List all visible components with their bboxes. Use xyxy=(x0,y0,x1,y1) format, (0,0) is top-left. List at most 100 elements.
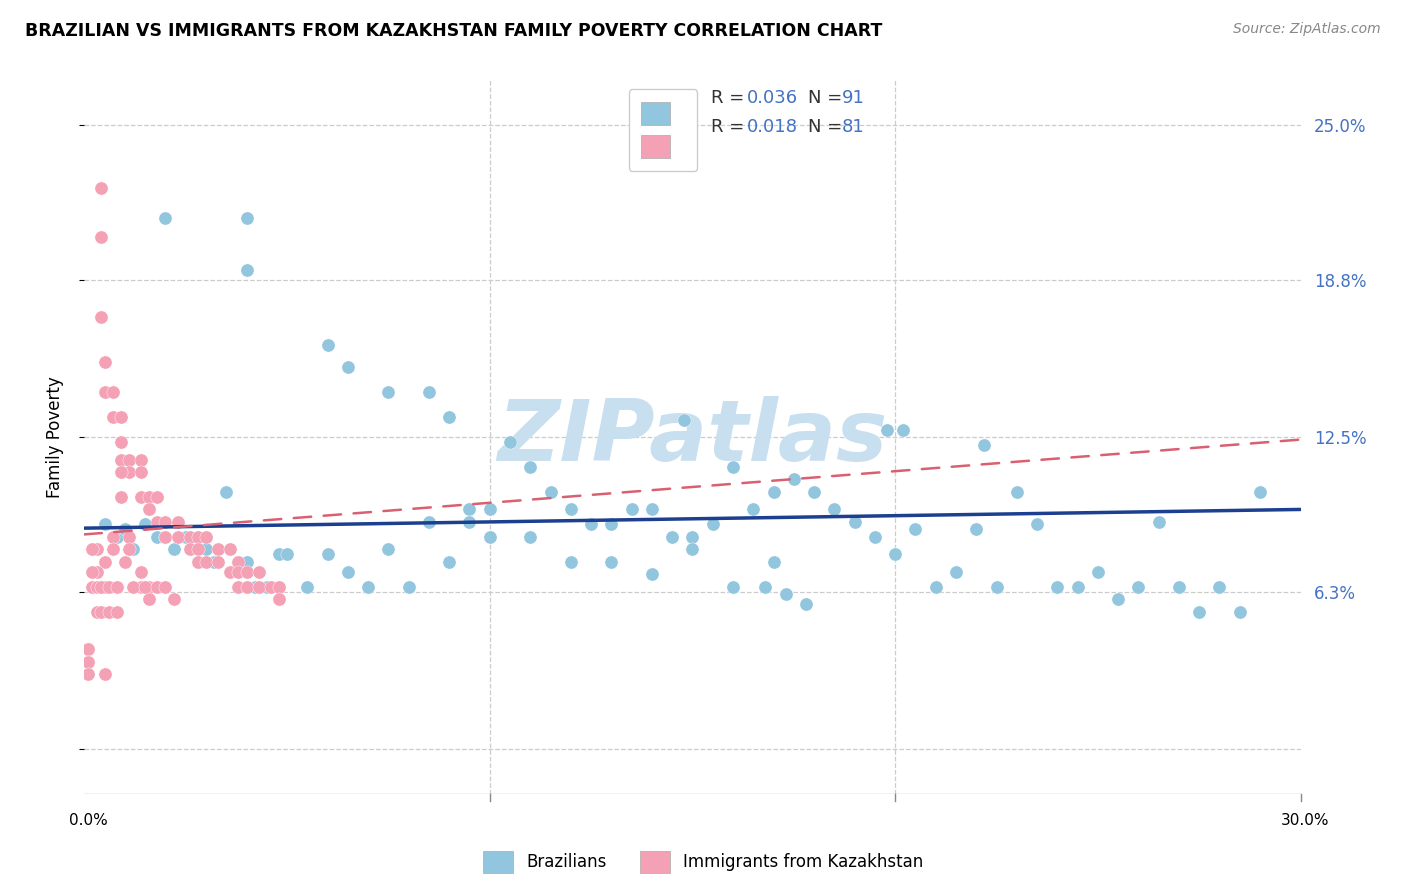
Point xyxy=(823,502,845,516)
Point xyxy=(986,580,1008,594)
Point xyxy=(762,485,785,500)
Point xyxy=(1026,517,1049,532)
Point xyxy=(478,530,501,544)
Point xyxy=(77,642,100,657)
Point xyxy=(129,465,152,479)
Text: 0.036: 0.036 xyxy=(747,89,799,107)
Point xyxy=(1046,580,1069,594)
Point xyxy=(1208,580,1230,594)
Point xyxy=(1229,605,1251,619)
Point xyxy=(187,542,209,557)
Point xyxy=(90,605,112,619)
Point xyxy=(114,555,136,569)
Point xyxy=(641,567,664,582)
Point xyxy=(876,423,898,437)
Point xyxy=(93,385,115,400)
Point xyxy=(90,310,112,325)
Point xyxy=(478,502,501,516)
Point xyxy=(105,530,128,544)
Point xyxy=(179,542,201,557)
Point xyxy=(219,565,242,579)
Point xyxy=(86,580,108,594)
Point xyxy=(129,452,152,467)
Point xyxy=(316,338,339,352)
Text: ZIPatlas: ZIPatlas xyxy=(498,395,887,479)
Point xyxy=(228,580,250,594)
Point xyxy=(783,473,806,487)
Point xyxy=(1249,485,1271,500)
Point xyxy=(721,580,744,594)
Point xyxy=(620,502,643,516)
Point xyxy=(195,555,218,569)
Point xyxy=(336,565,359,579)
Point xyxy=(377,542,399,557)
Point xyxy=(134,580,156,594)
Point xyxy=(162,542,184,557)
Point xyxy=(179,530,201,544)
Legend: Brazilians, Immigrants from Kazakhstan: Brazilians, Immigrants from Kazakhstan xyxy=(477,845,929,880)
Point xyxy=(904,522,927,536)
Point xyxy=(110,435,132,450)
Point xyxy=(93,580,115,594)
Point xyxy=(114,522,136,536)
Point xyxy=(129,490,152,504)
Point xyxy=(228,555,250,569)
Point xyxy=(82,542,104,557)
Point xyxy=(101,530,124,544)
Point xyxy=(101,542,124,557)
Point xyxy=(122,542,145,557)
Point xyxy=(155,530,177,544)
Text: R =: R = xyxy=(710,118,749,136)
Point xyxy=(600,517,623,532)
Point xyxy=(138,490,160,504)
Point xyxy=(702,517,724,532)
Point xyxy=(110,465,132,479)
Point xyxy=(439,410,461,425)
Point xyxy=(118,542,141,557)
Point xyxy=(579,517,602,532)
Point xyxy=(97,580,120,594)
Point xyxy=(439,555,461,569)
Point xyxy=(794,597,817,611)
Point xyxy=(560,555,582,569)
Point xyxy=(166,515,188,529)
Point xyxy=(844,515,866,529)
Point xyxy=(754,580,776,594)
Point xyxy=(86,542,108,557)
Point xyxy=(458,502,481,516)
Point xyxy=(207,555,229,569)
Point xyxy=(155,515,177,529)
Point xyxy=(93,517,115,532)
Point xyxy=(316,547,339,561)
Point xyxy=(155,580,177,594)
Point xyxy=(215,485,238,500)
Point xyxy=(499,435,522,450)
Point xyxy=(775,587,797,601)
Point xyxy=(641,502,664,516)
Point xyxy=(418,515,440,529)
Point xyxy=(195,542,218,557)
Point xyxy=(228,555,250,569)
Point xyxy=(357,580,380,594)
Point xyxy=(90,180,112,194)
Point xyxy=(86,565,108,579)
Point xyxy=(219,542,242,557)
Point xyxy=(673,412,696,426)
Point xyxy=(965,522,987,536)
Point xyxy=(105,580,128,594)
Point xyxy=(377,385,399,400)
Point xyxy=(519,460,541,475)
Point xyxy=(235,565,257,579)
Point xyxy=(260,580,283,594)
Point xyxy=(762,555,785,569)
Point xyxy=(336,360,359,375)
Text: BRAZILIAN VS IMMIGRANTS FROM KAZAKHSTAN FAMILY POVERTY CORRELATION CHART: BRAZILIAN VS IMMIGRANTS FROM KAZAKHSTAN … xyxy=(25,22,883,40)
Point xyxy=(77,642,100,657)
Point xyxy=(93,667,115,681)
Point xyxy=(925,580,948,594)
Text: 0.0%: 0.0% xyxy=(69,814,108,828)
Text: N =: N = xyxy=(808,118,848,136)
Point xyxy=(90,230,112,244)
Point xyxy=(110,410,132,425)
Point xyxy=(458,515,481,529)
